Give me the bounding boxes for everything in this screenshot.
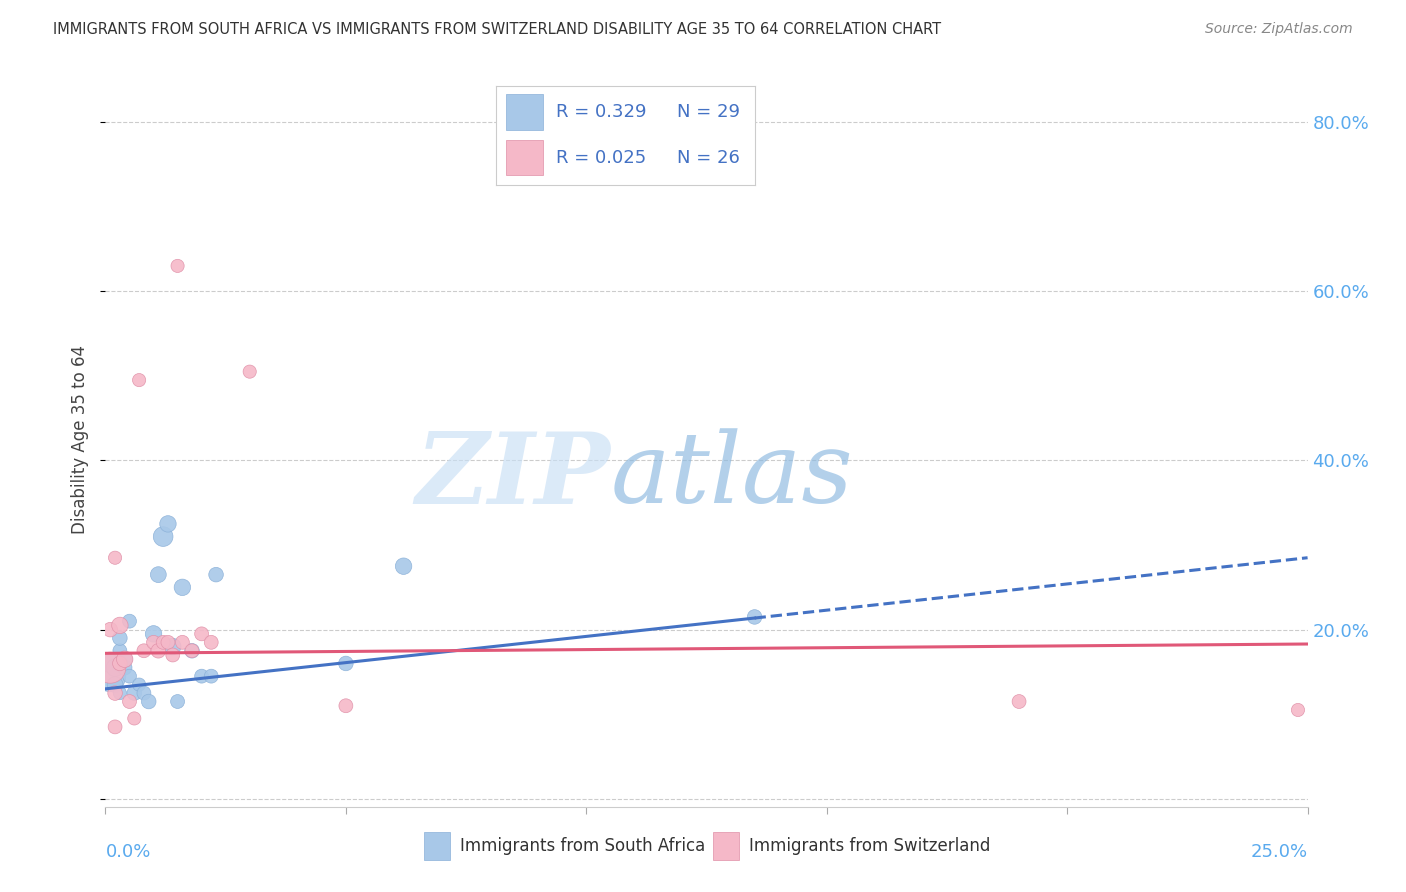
Point bbox=[181, 644, 204, 658]
Point bbox=[181, 644, 204, 658]
Point bbox=[239, 365, 262, 379]
Point bbox=[162, 640, 184, 654]
Point bbox=[114, 652, 136, 666]
Point bbox=[132, 686, 155, 700]
Point bbox=[205, 567, 228, 582]
Point bbox=[114, 652, 136, 666]
Bar bbox=[713, 832, 740, 860]
Point bbox=[104, 686, 127, 700]
Point bbox=[190, 669, 212, 683]
Point bbox=[166, 259, 188, 273]
Text: 0.0%: 0.0% bbox=[105, 843, 150, 861]
Point bbox=[108, 618, 131, 632]
Point bbox=[200, 669, 222, 683]
Point bbox=[128, 678, 150, 692]
Text: IMMIGRANTS FROM SOUTH AFRICA VS IMMIGRANTS FROM SWITZERLAND DISABILITY AGE 35 TO: IMMIGRANTS FROM SOUTH AFRICA VS IMMIGRAN… bbox=[53, 22, 942, 37]
Point bbox=[744, 610, 766, 624]
Point bbox=[335, 698, 357, 713]
Text: 25.0%: 25.0% bbox=[1250, 843, 1308, 861]
Point bbox=[172, 580, 194, 594]
Point bbox=[118, 694, 141, 708]
Point bbox=[156, 635, 179, 649]
Point bbox=[132, 644, 155, 658]
Point bbox=[172, 635, 194, 649]
Point bbox=[118, 669, 141, 683]
Point bbox=[148, 567, 170, 582]
Text: Immigrants from South Africa: Immigrants from South Africa bbox=[460, 838, 706, 855]
Point bbox=[104, 550, 127, 565]
Point bbox=[142, 627, 165, 641]
Point bbox=[124, 686, 146, 700]
Text: Immigrants from Switzerland: Immigrants from Switzerland bbox=[748, 838, 990, 855]
Point bbox=[108, 644, 131, 658]
Point bbox=[114, 661, 136, 675]
Point bbox=[190, 627, 212, 641]
Point bbox=[152, 635, 174, 649]
Point bbox=[104, 678, 127, 692]
Text: Source: ZipAtlas.com: Source: ZipAtlas.com bbox=[1205, 22, 1353, 37]
Point bbox=[128, 373, 150, 387]
Y-axis label: Disability Age 35 to 64: Disability Age 35 to 64 bbox=[72, 345, 90, 533]
Point bbox=[98, 657, 121, 671]
Point bbox=[124, 711, 146, 725]
Point bbox=[200, 635, 222, 649]
Point bbox=[108, 631, 131, 645]
Point bbox=[138, 694, 160, 708]
Point bbox=[392, 559, 415, 574]
Point bbox=[104, 661, 127, 675]
Point bbox=[104, 720, 127, 734]
Point bbox=[108, 657, 131, 671]
Point bbox=[142, 635, 165, 649]
Point bbox=[98, 669, 121, 683]
Point bbox=[1008, 694, 1031, 708]
Bar bbox=[425, 832, 450, 860]
Text: ZIP: ZIP bbox=[415, 428, 610, 524]
Point bbox=[148, 644, 170, 658]
Text: atlas: atlas bbox=[610, 428, 853, 524]
Point bbox=[335, 657, 357, 671]
Point bbox=[1286, 703, 1309, 717]
Point bbox=[152, 530, 174, 544]
Point bbox=[98, 661, 121, 675]
Point bbox=[156, 516, 179, 531]
Point bbox=[166, 694, 188, 708]
Point bbox=[108, 686, 131, 700]
Point bbox=[162, 648, 184, 662]
Point bbox=[98, 623, 121, 637]
Point bbox=[118, 614, 141, 628]
